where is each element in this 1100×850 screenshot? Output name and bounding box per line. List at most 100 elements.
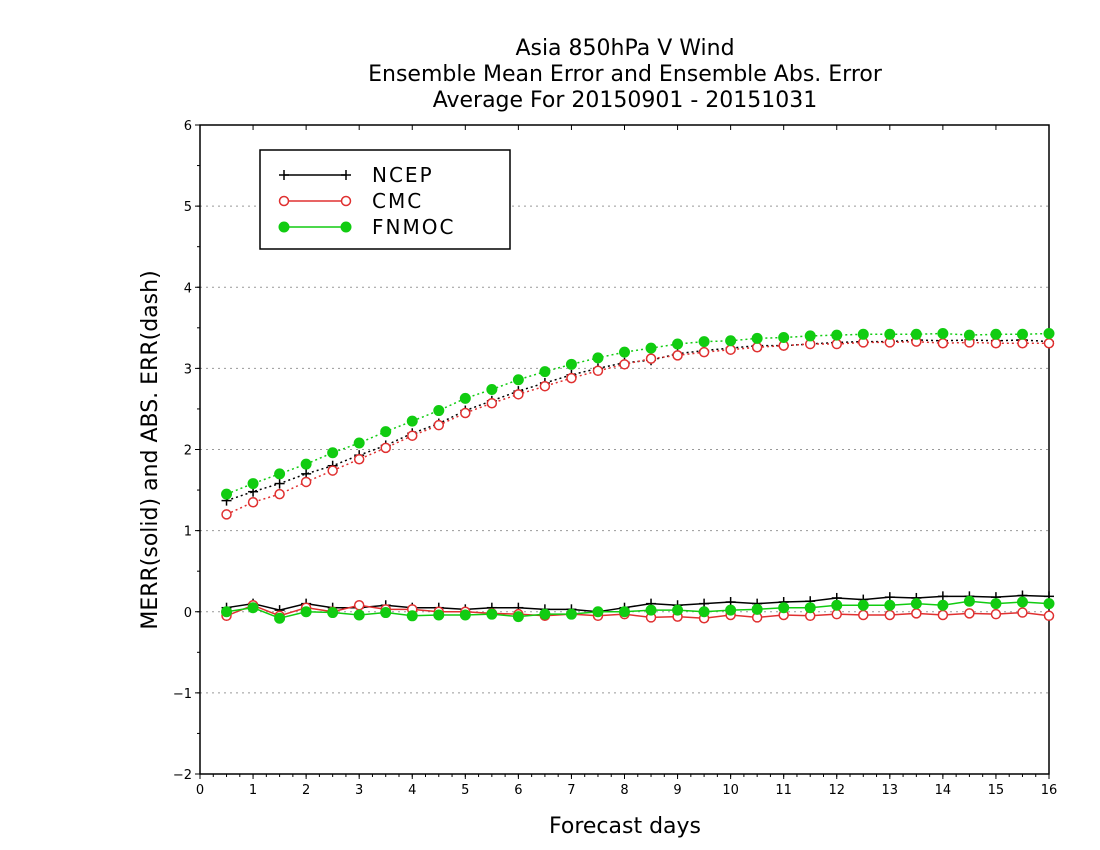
- data-point-filled-circle: [565, 608, 577, 620]
- data-point-filled-circle: [1016, 596, 1028, 608]
- data-point-open-circle: [751, 342, 763, 353]
- x-tick-label: 9: [673, 783, 681, 798]
- data-point-filled-circle: [1016, 328, 1028, 340]
- data-point-open-circle: [1017, 607, 1028, 618]
- data-point-filled-circle: [278, 221, 290, 233]
- data-point-open-circle: [937, 609, 949, 621]
- data-point-open-circle: [990, 337, 1002, 349]
- data-point-open-circle: [407, 430, 418, 441]
- data-point-open-circle: [884, 609, 896, 621]
- data-point-filled-circle: [937, 327, 949, 339]
- data-point-filled-circle: [274, 468, 286, 480]
- data-point-open-circle: [725, 344, 736, 355]
- legend-entry-cmc: CMC: [278, 189, 421, 213]
- data-point-filled-circle: [300, 606, 312, 618]
- abs-error-line: [226, 339, 1050, 502]
- legend-box: [259, 149, 511, 250]
- data-point-filled-circle: [486, 608, 498, 620]
- x-tick-label: 4: [408, 783, 416, 798]
- x-tick-label: 3: [355, 783, 363, 798]
- data-point-open-circle: [353, 600, 365, 611]
- data-point-filled-circle: [380, 426, 392, 438]
- data-point-open-circle: [1043, 610, 1055, 622]
- data-point-filled-circle: [459, 392, 471, 404]
- data-point-filled-circle: [327, 447, 339, 459]
- series-cmc: [221, 336, 1055, 624]
- data-point-filled-circle: [406, 610, 418, 622]
- series-ncep: [221, 334, 1054, 617]
- data-point-open-circle: [247, 496, 259, 508]
- data-point-open-circle: [645, 353, 657, 364]
- data-point-filled-circle: [672, 338, 684, 350]
- data-point-filled-circle: [512, 611, 524, 623]
- data-point-plus: [341, 170, 351, 180]
- data-point-filled-circle: [645, 342, 657, 354]
- chart-title-line-3: Average For 20150901 - 20151031: [432, 88, 818, 113]
- data-point-filled-circle: [645, 604, 657, 616]
- data-point-filled-circle: [353, 609, 365, 621]
- data-point-filled-circle: [247, 602, 259, 614]
- data-point-filled-circle: [778, 332, 790, 344]
- data-point-filled-circle: [406, 415, 418, 427]
- data-point-filled-circle: [672, 604, 684, 616]
- data-point-open-circle: [566, 372, 577, 384]
- x-tick-label: 14: [935, 783, 952, 798]
- data-point-filled-circle: [327, 607, 339, 619]
- data-point-filled-circle: [380, 607, 392, 619]
- series-fnmoc: [221, 327, 1055, 624]
- data-point-open-circle: [1017, 337, 1028, 349]
- x-axis-title: Forecast days: [549, 814, 701, 839]
- y-tick-label: −1: [173, 687, 192, 702]
- data-point-plus: [279, 170, 289, 180]
- data-point-filled-circle: [565, 358, 577, 370]
- y-tick-label: −2: [173, 768, 192, 783]
- data-point-filled-circle: [619, 606, 630, 618]
- data-point-filled-circle: [698, 606, 710, 618]
- data-point-filled-circle: [459, 609, 471, 621]
- data-point-plus: [937, 591, 948, 602]
- data-point-open-circle: [698, 346, 710, 358]
- grid-lines: [200, 205, 1049, 694]
- data-point-open-circle: [340, 195, 352, 207]
- x-tick-label: 13: [882, 783, 899, 798]
- data-point-filled-circle: [990, 598, 1002, 610]
- data-point-open-circle: [460, 407, 471, 419]
- data-point-filled-circle: [963, 595, 975, 607]
- x-tick-label: 15: [988, 783, 1005, 798]
- data-point-filled-circle: [247, 478, 259, 490]
- data-point-filled-circle: [857, 328, 869, 340]
- data-point-filled-circle: [274, 612, 286, 624]
- data-point-filled-circle: [433, 405, 445, 417]
- data-point-open-circle: [858, 609, 869, 621]
- data-point-filled-circle: [751, 332, 763, 344]
- data-point-open-circle: [592, 365, 604, 377]
- data-point-open-circle: [672, 350, 683, 361]
- data-point-open-circle: [964, 608, 975, 619]
- data-point-filled-circle: [1043, 327, 1055, 339]
- chart-title: Asia 850hPa V Wind Ensemble Mean Error a…: [0, 36, 1100, 114]
- data-point-open-circle: [513, 389, 524, 400]
- data-point-filled-circle: [340, 221, 352, 233]
- x-tick-label: 6: [514, 783, 522, 798]
- x-tick-label: 16: [1041, 783, 1058, 798]
- abs-error-line: [226, 332, 1050, 495]
- data-point-open-circle: [911, 608, 922, 619]
- data-point-open-circle: [831, 608, 842, 620]
- legend-label: NCEP: [372, 163, 434, 187]
- data-point-filled-circle: [725, 335, 737, 347]
- data-point-filled-circle: [963, 329, 975, 341]
- legend-entry-fnmoc: FNMOC: [278, 215, 455, 239]
- data-point-filled-circle: [778, 602, 790, 614]
- legend-label: FNMOC: [372, 215, 455, 239]
- data-point-open-circle: [831, 338, 842, 350]
- data-point-open-circle: [274, 488, 285, 500]
- data-point-open-circle: [221, 509, 232, 520]
- data-point-filled-circle: [1043, 598, 1055, 610]
- y-tick-label: 3: [184, 362, 192, 377]
- data-point-open-circle: [619, 359, 630, 370]
- y-tick-label: 6: [184, 119, 192, 134]
- data-point-filled-circle: [910, 598, 922, 610]
- y-tick-label: 0: [184, 606, 192, 621]
